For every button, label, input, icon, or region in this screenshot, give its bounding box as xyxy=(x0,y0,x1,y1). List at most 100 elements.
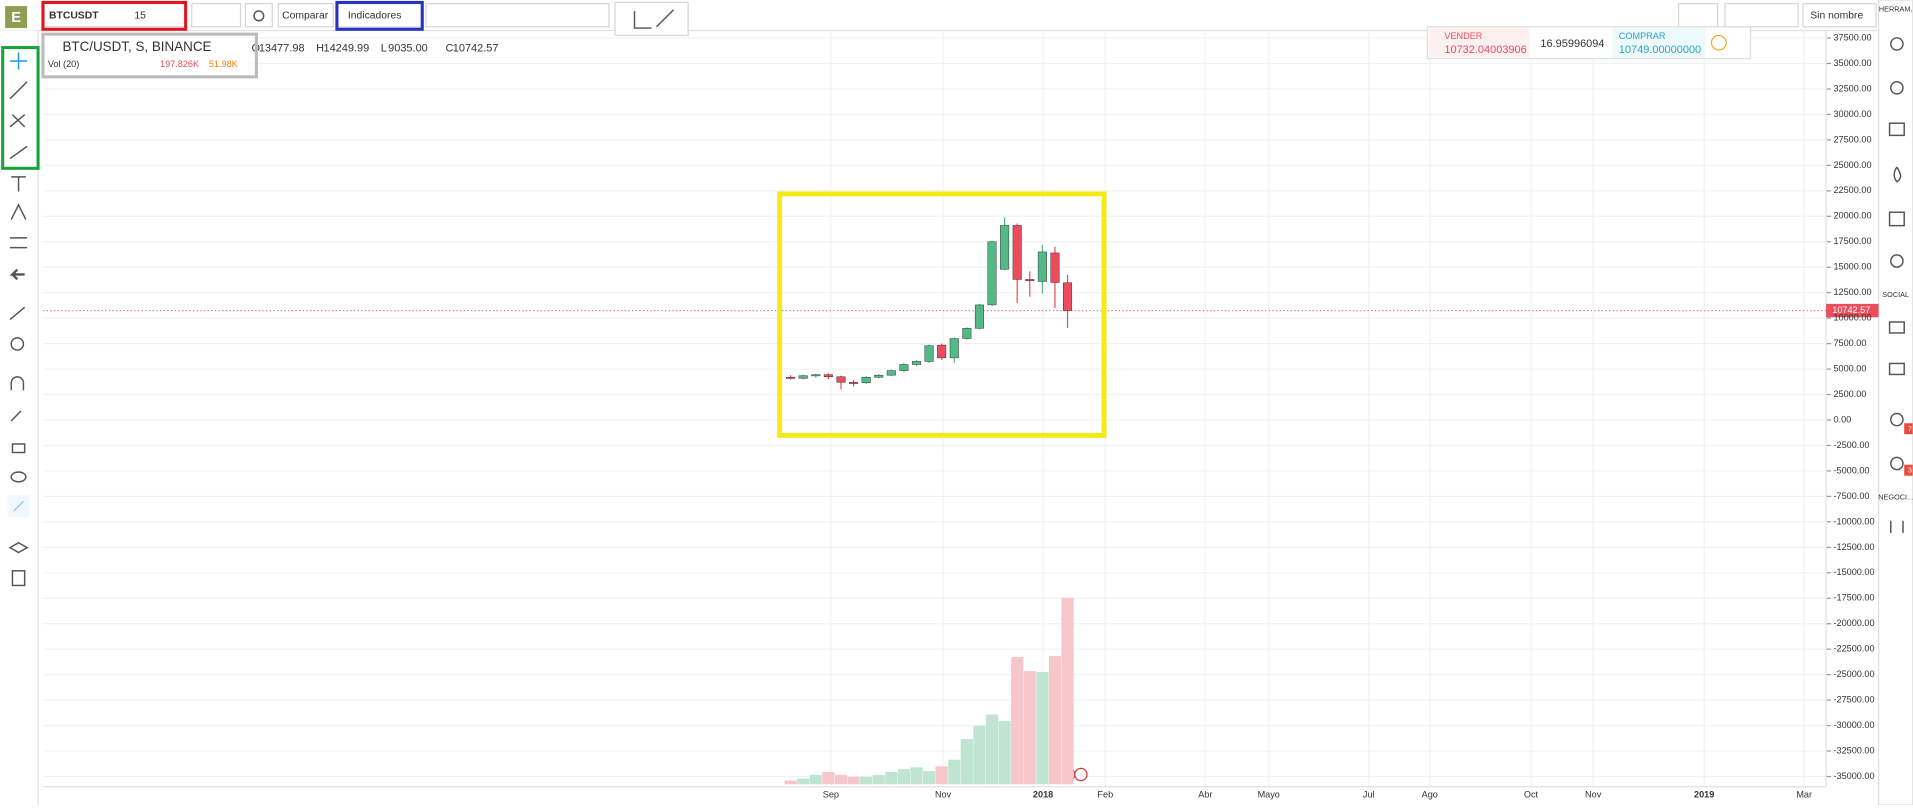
cloud-btns[interactable] xyxy=(1724,3,1799,28)
candle-body xyxy=(1012,225,1022,280)
candle-body xyxy=(811,374,821,377)
y-tick-label: -22500.00 xyxy=(1833,644,1874,654)
volume-bar xyxy=(910,767,923,785)
volume-bar xyxy=(985,714,999,785)
ohlc-prefix: L xyxy=(381,43,387,55)
y-tick-label: 7500.00 xyxy=(1833,338,1866,348)
candle-body xyxy=(899,364,909,371)
layout-name-btn[interactable] xyxy=(1802,3,1877,28)
layout-btn[interactable] xyxy=(1677,3,1719,28)
y-tick-label: -20000.00 xyxy=(1833,618,1874,628)
y-tick-label: -17500.00 xyxy=(1833,593,1874,603)
sell-price[interactable]: 10732.04003906 xyxy=(1444,44,1526,56)
highlight-legend xyxy=(41,32,258,79)
buy-box[interactable] xyxy=(1612,28,1706,58)
chart-style-btn[interactable] xyxy=(191,3,242,28)
candle-body xyxy=(1037,251,1047,282)
volume-ma: 51.98K xyxy=(209,59,238,69)
x-tick-label: Ago xyxy=(1422,790,1438,800)
badge-bg xyxy=(1904,464,1913,476)
candle-body xyxy=(849,382,859,384)
interval[interactable]: 15 xyxy=(134,11,146,22)
volume-bar xyxy=(1011,656,1024,785)
volume-bar xyxy=(784,780,797,785)
social-tab[interactable]: SOCIAL xyxy=(1882,290,1909,299)
volume-title: Vol (20) xyxy=(48,59,79,69)
volume-bar xyxy=(935,766,948,785)
y-tick-label: 35000.00 xyxy=(1833,58,1871,68)
y-tick-label: -15000.00 xyxy=(1833,567,1874,577)
layout-name[interactable]: Sin nombre xyxy=(1810,11,1863,22)
x-tick-label: Nov xyxy=(935,790,952,800)
volume-bar xyxy=(797,778,810,785)
candle-body xyxy=(1000,225,1010,270)
price-tag: 10742.57 xyxy=(1832,305,1870,315)
candle-body xyxy=(1050,252,1060,283)
y-tick-label: -27500.00 xyxy=(1833,695,1874,705)
floating-toolbar[interactable] xyxy=(614,1,689,36)
tool-buttons[interactable] xyxy=(425,3,610,28)
buy-price[interactable]: 10749.00000000 xyxy=(1619,44,1701,56)
left-toolbar xyxy=(0,30,37,805)
logo[interactable]: E xyxy=(11,10,21,26)
y-tick-label: 27500.00 xyxy=(1833,134,1871,144)
volume-bar xyxy=(960,739,973,785)
settings-btn[interactable] xyxy=(244,3,273,28)
ohlc-prefix: H xyxy=(316,43,324,55)
x-tick-label: Mayo xyxy=(1258,790,1280,800)
compare[interactable]: Comparar xyxy=(282,11,329,22)
candle-body xyxy=(949,338,959,359)
info-icon[interactable] xyxy=(1710,34,1727,51)
floating-tools-icons xyxy=(633,9,675,29)
chart-title: BTC/USDT, S, BINANCE xyxy=(62,39,211,54)
y-tick-label: 20000.00 xyxy=(1833,211,1871,221)
y-tick-label: -35000.00 xyxy=(1833,771,1874,781)
volume-bar xyxy=(998,721,1011,785)
volume-bar xyxy=(1023,671,1036,785)
candle-body xyxy=(798,375,808,379)
y-tick-label: 25000.00 xyxy=(1833,160,1871,170)
ohlc-prefix: C xyxy=(445,43,453,55)
right-sidebar xyxy=(1877,0,1913,806)
y-tick-label: 32500.00 xyxy=(1833,83,1871,93)
tools-tab[interactable]: HERRAM. xyxy=(1879,5,1913,14)
event-flag[interactable] xyxy=(1074,767,1088,782)
indicators[interactable]: Indicadores xyxy=(348,11,402,22)
y-tick-label: -32500.00 xyxy=(1833,745,1874,755)
volume-bar xyxy=(885,772,898,785)
volume-bar xyxy=(847,776,860,785)
legend-bg xyxy=(45,37,253,75)
buy-label[interactable]: COMPRAR xyxy=(1619,31,1666,41)
volume-bar xyxy=(948,759,961,785)
candle-body xyxy=(987,241,997,306)
candle-body xyxy=(1063,282,1073,311)
volume-bar xyxy=(822,772,835,785)
y-tick-label: 37500.00 xyxy=(1833,32,1871,42)
y-tick-label: -7500.00 xyxy=(1833,491,1869,501)
x-tick-label: Nov xyxy=(1585,790,1602,800)
x-tick-label: Mar xyxy=(1796,790,1812,800)
logo-bg[interactable] xyxy=(5,6,28,29)
y-tick-label: 22500.00 xyxy=(1833,185,1871,195)
highlight-tools xyxy=(1,46,40,170)
badge: 7 xyxy=(1908,424,1912,433)
symbol[interactable]: BTCUSDT xyxy=(49,11,99,22)
candle-body xyxy=(937,344,947,359)
y-tick-label: 10000.00 xyxy=(1833,313,1871,323)
volume-bar xyxy=(897,769,911,785)
ohlc-value: 14249.99 xyxy=(323,43,369,55)
price-tag-bg xyxy=(1826,303,1879,318)
candle-body xyxy=(874,374,884,378)
y-tick-label: -30000.00 xyxy=(1833,720,1874,730)
compare-btn[interactable] xyxy=(277,3,334,28)
x-tick-label: Abr xyxy=(1198,790,1212,800)
trade-tab[interactable]: NEGOCI... xyxy=(1878,493,1913,502)
sell-label[interactable]: VENDER xyxy=(1444,31,1482,41)
sell-box[interactable] xyxy=(1428,28,1530,58)
highlight-candles xyxy=(777,191,1107,438)
y-tick-label: 0.00 xyxy=(1833,414,1851,424)
x-tick-label: Sep xyxy=(823,790,839,800)
candle-body xyxy=(823,374,833,377)
highlight-symbol xyxy=(41,0,188,31)
